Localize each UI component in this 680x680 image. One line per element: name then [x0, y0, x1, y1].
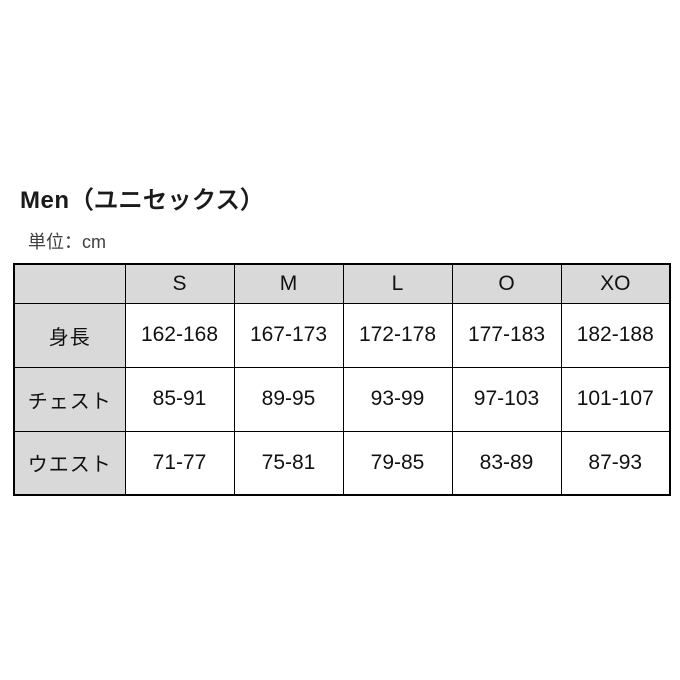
cell-chest-l: 93-99: [342, 366, 453, 432]
cell-waist-s: 71-77: [124, 430, 235, 496]
table-row-waist: ウエスト 71-77 75-81 79-85 83-89 87-93: [13, 430, 671, 496]
cell-waist-l: 79-85: [342, 430, 453, 496]
cell-chest-s: 85-91: [124, 366, 235, 432]
cell-chest-xo: 101-107: [560, 366, 671, 432]
page-title: Men（ユニセックス）: [20, 187, 265, 214]
cell-height-l: 172-178: [342, 302, 453, 368]
cell-height-o: 177-183: [451, 302, 562, 368]
cell-height-m: 167-173: [233, 302, 344, 368]
header-cell-size-o: O: [451, 263, 562, 304]
header-cell-size-l: L: [342, 263, 453, 304]
cell-waist-o: 83-89: [451, 430, 562, 496]
row-label-chest: チェスト: [13, 366, 126, 432]
table-row-height: 身長 162-168 167-173 172-178 177-183 182-1…: [13, 302, 671, 368]
cell-height-xo: 182-188: [560, 302, 671, 368]
table-row-chest: チェスト 85-91 89-95 93-99 97-103 101-107: [13, 366, 671, 432]
cell-waist-m: 75-81: [233, 430, 344, 496]
cell-chest-m: 89-95: [233, 366, 344, 432]
cell-height-s: 162-168: [124, 302, 235, 368]
unit-label: 単位：cm: [28, 232, 106, 252]
header-cell-size-xo: XO: [560, 263, 671, 304]
cell-waist-xo: 87-93: [560, 430, 671, 496]
size-chart-table: S M L O XO 身長 162-168 167-173 172-178 17…: [13, 263, 671, 496]
header-row: S M L O XO: [13, 263, 671, 304]
header-cell-size-s: S: [124, 263, 235, 304]
row-label-height: 身長: [13, 302, 126, 368]
row-label-waist: ウエスト: [13, 430, 126, 496]
cell-chest-o: 97-103: [451, 366, 562, 432]
header-cell-empty: [13, 263, 126, 304]
header-cell-size-m: M: [233, 263, 344, 304]
